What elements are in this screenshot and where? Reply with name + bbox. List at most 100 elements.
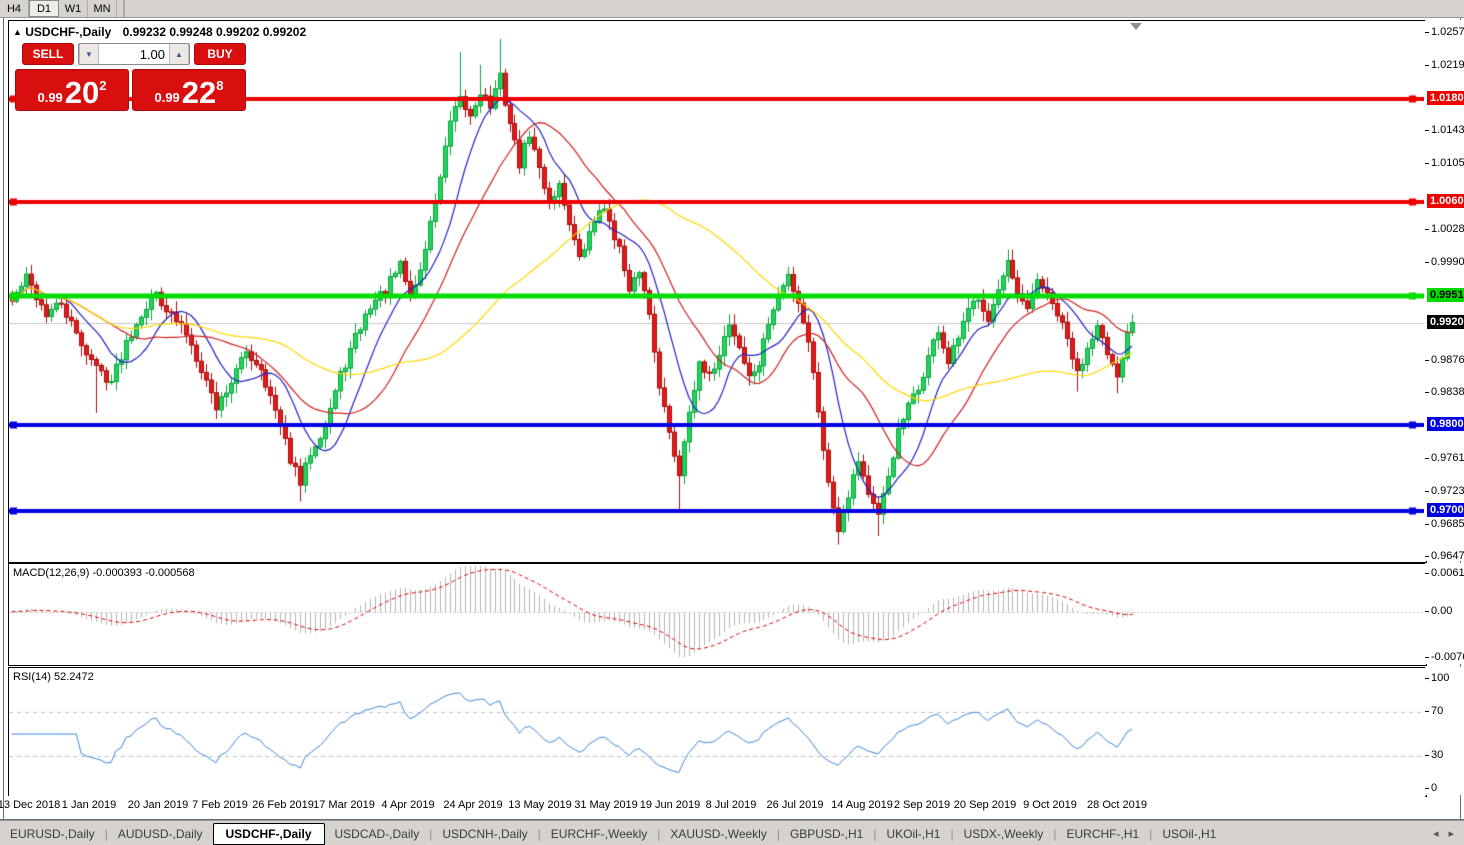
volume-increase-icon[interactable]: ▲: [169, 44, 189, 64]
sell-quote-box[interactable]: 0.99 20 2: [15, 69, 129, 111]
macd-canvas[interactable]: [9, 564, 1424, 663]
date-tick-label: 4 Apr 2019: [381, 799, 435, 811]
macd-label: MACD(12,26,9) -0.000393 -0.000568: [13, 567, 195, 579]
chart-title: ▲ USDCHF-,Daily 0.99232 0.99248 0.99202 …: [13, 25, 306, 39]
volume-decrease-icon[interactable]: ▼: [79, 44, 99, 64]
tick-mark: [1425, 261, 1429, 263]
tick-mark: [1425, 162, 1429, 164]
buy-button[interactable]: BUY: [194, 43, 246, 65]
sell-button[interactable]: SELL: [22, 43, 74, 65]
tab-scroll-right-icon[interactable]: ▸: [1448, 828, 1454, 840]
tab-ukoil-h1[interactable]: UKOil-,H1: [886, 826, 941, 841]
tab-separator: |: [104, 826, 108, 841]
tab-eurchf-weekly[interactable]: EURCHF-,Weekly: [550, 826, 648, 841]
rsi-label: RSI(14) 52.2472: [13, 671, 94, 683]
date-tick-label: 20 Jan 2019: [127, 799, 189, 811]
timeframe-button-d1[interactable]: D1: [29, 0, 59, 17]
tick-mark: [1425, 228, 1429, 230]
macd-axis[interactable]: 0.00613 0.00 -0.007612: [1425, 563, 1464, 664]
tick-mark: [1425, 678, 1429, 679]
timeframe-toolbar: H4 D1 W1 MN: [0, 0, 1464, 18]
rsi-tick-70: 70: [1425, 705, 1443, 717]
tick-mark: [1425, 610, 1429, 612]
date-tick-label: 26 Feb 2019: [252, 799, 314, 811]
date-tick-label: 13 Dec 2018: [0, 799, 61, 811]
tab-scroll-nav: ◂ ▸: [1433, 827, 1454, 840]
rsi-tick-30: 30: [1425, 749, 1443, 761]
tick-mark: [1425, 359, 1429, 361]
timeframe-button-w1[interactable]: W1: [59, 0, 88, 17]
rsi-tick-0: 0: [1425, 782, 1437, 794]
tick-mark: [1425, 64, 1429, 66]
buy-price-big: 22: [181, 75, 217, 110]
rsi-axis[interactable]: 100 70 30 0: [1425, 667, 1464, 795]
date-tick-label: 24 Apr 2019: [443, 799, 503, 811]
macd-tick-0.00613: 0.00613: [1425, 567, 1464, 579]
chart-window: ▲ USDCHF-,Daily 0.99232 0.99248 0.99202 …: [0, 18, 1464, 820]
window-left-edge: [3, 18, 4, 819]
hline-badge-0.97005: 0.97005: [1427, 503, 1464, 518]
date-tick-label: 8 Jul 2019: [705, 799, 757, 811]
tab-audusd-daily[interactable]: AUDUSD-,Daily: [117, 826, 203, 841]
chart-shift-marker-icon[interactable]: [1130, 23, 1142, 30]
tab-usdchf-daily[interactable]: USDCHF-,Daily: [212, 822, 325, 845]
date-tick-label: 31 May 2019: [574, 799, 638, 811]
buy-price-pip: 8: [216, 78, 224, 93]
macd-tick-0.00: 0.00: [1425, 605, 1452, 617]
date-tick-label: 20 Sep 2019: [953, 799, 1017, 811]
date-axis[interactable]: 13 Dec 2018 1 Jan 2019 20 Jan 2019 7 Feb 20…: [0, 796, 1425, 818]
tab-eurusd-daily[interactable]: EURUSD-,Daily: [10, 826, 95, 841]
tick-mark: [1425, 711, 1429, 712]
price-chart-canvas[interactable]: [9, 21, 1424, 560]
tab-separator: |: [657, 826, 661, 841]
timeframe-button-h4[interactable]: H4: [0, 0, 29, 17]
tab-xauusd-weekly[interactable]: XAUUSD-,Weekly: [670, 826, 767, 841]
tab-separator: |: [1053, 826, 1057, 841]
buy-quote-box[interactable]: 0.99 22 8: [132, 69, 246, 111]
price-tick-1.02570: 1.02570: [1425, 26, 1464, 38]
buy-price-prefix: 0.99: [154, 90, 180, 105]
tab-gbpusd-h1[interactable]: GBPUSD-,H1: [789, 826, 864, 841]
collapse-triangle-icon[interactable]: ▲: [13, 27, 22, 37]
volume-input[interactable]: [99, 44, 169, 64]
tab-separator: |: [1149, 826, 1153, 841]
price-tick-0.96470: 0.96470: [1425, 550, 1464, 562]
tab-usdcnh-daily[interactable]: USDCNH-,Daily: [442, 826, 528, 841]
date-tick-label: 14 Aug 2019: [831, 799, 893, 811]
rsi-tick-100: 100: [1425, 672, 1449, 684]
timeframe-button-mn[interactable]: MN: [88, 0, 117, 17]
hline-badge-0.98009: 0.98009: [1427, 417, 1464, 432]
tab-scroll-left-icon[interactable]: ◂: [1432, 828, 1439, 840]
tick-mark: [1425, 573, 1429, 575]
date-tick-label: 28 Oct 2019: [1087, 799, 1147, 811]
tab-usoil-h1[interactable]: USOil-,H1: [1162, 826, 1217, 841]
tab-eurchf-h1[interactable]: EURCHF-,H1: [1066, 826, 1140, 841]
date-tick-label: 19 Jun 2019: [639, 799, 701, 811]
rsi-indicator-pane[interactable]: RSI(14) 52.2472: [8, 667, 1427, 797]
tick-mark: [1425, 755, 1429, 756]
tab-usdcad-daily[interactable]: USDCAD-,Daily: [334, 826, 420, 841]
price-chart-pane[interactable]: ▲ USDCHF-,Daily 0.99232 0.99248 0.99202 …: [8, 20, 1427, 563]
toolbar-separator: [117, 0, 125, 17]
symbol-period-label: USDCHF-,Daily: [25, 25, 112, 39]
window-bottom-border: [0, 819, 1464, 820]
tab-separator: |: [950, 826, 954, 841]
price-tick-1.02190: 1.02190: [1425, 59, 1464, 71]
tick-mark: [1425, 458, 1429, 460]
rsi-canvas[interactable]: [9, 668, 1424, 794]
tick-mark: [1425, 523, 1429, 525]
tab-usdx-weekly[interactable]: USDX-,Weekly: [963, 826, 1044, 841]
tab-separator: |: [429, 826, 433, 841]
date-tick-label: 26 Jul 2019: [766, 799, 824, 811]
macd-tick--0.007612: -0.007612: [1425, 651, 1464, 663]
tab-separator: |: [537, 826, 541, 841]
macd-indicator-pane[interactable]: MACD(12,26,9) -0.000393 -0.000568: [8, 563, 1427, 666]
tick-mark: [1425, 130, 1429, 132]
